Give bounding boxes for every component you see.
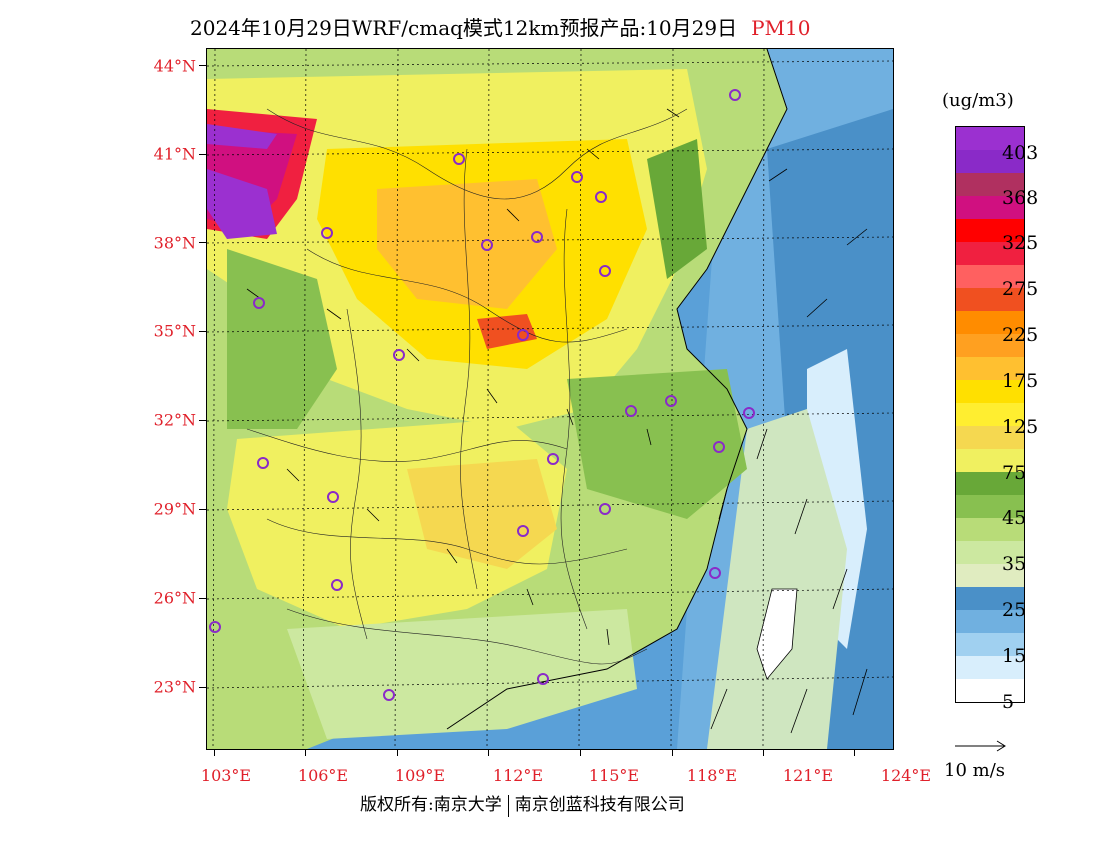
legend-swatch	[956, 173, 1024, 196]
legend-swatch	[956, 403, 1024, 426]
northeast-green	[647, 139, 707, 279]
lon-label-106: 106°E	[297, 766, 349, 785]
map-title: 2024年10月29日WRF/cmaq模式12km预报产品:10月29日 PM10	[190, 12, 810, 41]
lon-tick	[854, 749, 855, 756]
lat-tick	[199, 509, 206, 510]
legend-label: 175	[1002, 370, 1039, 392]
lon-tick	[763, 749, 764, 756]
wind-vectors	[246, 108, 868, 734]
lat-label-29: 29°N	[153, 499, 196, 519]
graticule	[207, 49, 893, 749]
city-markers	[209, 89, 755, 701]
lon-tick	[488, 749, 489, 756]
province-boundaries	[246, 108, 688, 665]
legend-label: 5	[1002, 691, 1015, 713]
legend-swatch	[956, 426, 1024, 449]
lat-label-41: 41°N	[153, 144, 196, 164]
map-canvas	[207, 49, 893, 749]
legend-swatch	[956, 587, 1024, 610]
lat-label-35: 35°N	[153, 321, 196, 341]
legend-unit: (ug/m3)	[942, 90, 1014, 111]
title-text: 2024年10月29日WRF/cmaq模式12km预报产品:10月29日	[190, 16, 738, 40]
footer-divider	[507, 794, 509, 817]
legend-label: 225	[1002, 324, 1039, 346]
legend-label: 125	[1002, 416, 1039, 438]
northwest-hotspot-purple	[207, 169, 277, 239]
lon-label-109: 109°E	[394, 766, 446, 785]
legend-swatch	[956, 311, 1024, 334]
taiwan-island	[756, 588, 798, 680]
legend-swatch	[956, 357, 1024, 380]
lon-label-118: 118°E	[686, 766, 738, 785]
lat-label-26: 26°N	[153, 588, 196, 608]
legend-swatch	[956, 564, 1024, 587]
lon-tick	[397, 749, 398, 756]
legend-swatch	[956, 219, 1024, 242]
copyright-footer: 版权所有:南京大学 南京创蓝科技有限公司	[360, 790, 685, 817]
legend-swatch	[956, 265, 1024, 288]
lat-tick	[199, 598, 206, 599]
lat-label-23: 23°N	[153, 677, 196, 697]
legend-label: 275	[1002, 278, 1039, 300]
legend-label: 15	[1002, 645, 1027, 667]
higher-pm-core	[377, 179, 557, 309]
legend-swatch	[956, 633, 1024, 656]
legend-swatch	[956, 472, 1024, 495]
lat-tick	[199, 687, 206, 688]
lat-tick	[199, 65, 206, 66]
lat-tick	[199, 420, 206, 421]
coastal-plume	[707, 409, 847, 749]
wind-vector-label: 10 m/s	[944, 760, 1005, 781]
lat-label-44: 44°N	[153, 56, 196, 76]
lat-label-32: 32°N	[153, 410, 196, 430]
legend-swatch	[956, 380, 1024, 403]
lat-label-38: 38°N	[153, 233, 196, 253]
copyright-text: 版权所有:南京大学	[360, 795, 502, 815]
legend-label: 35	[1002, 553, 1027, 575]
legend-swatch	[956, 679, 1024, 702]
legend-swatch	[956, 656, 1024, 679]
pollutant-label: PM10	[751, 16, 811, 40]
lat-tick	[199, 242, 206, 243]
legend-swatch	[956, 127, 1024, 150]
legend-swatch	[956, 541, 1024, 564]
lon-label-121: 121°E	[782, 766, 834, 785]
lon-tick	[305, 749, 306, 756]
lon-tick	[672, 749, 673, 756]
legend-swatch	[956, 334, 1024, 357]
lon-label-115: 115°E	[588, 766, 640, 785]
legend-swatch	[956, 518, 1024, 541]
legend-label: 45	[1002, 507, 1027, 529]
legend-label: 325	[1002, 232, 1039, 254]
central-yellow-core	[407, 459, 557, 569]
legend-swatch	[956, 150, 1024, 173]
lat-tick	[199, 154, 206, 155]
east-green	[567, 369, 747, 519]
lon-tick	[580, 749, 581, 756]
legend-swatch	[956, 495, 1024, 518]
lon-label-112: 112°E	[492, 766, 544, 785]
wind-vector-key	[955, 740, 1006, 752]
color-legend	[955, 126, 1025, 703]
pm10-map[interactable]	[206, 48, 894, 750]
lon-label-124: 124°E	[880, 766, 932, 785]
legend-swatch	[956, 242, 1024, 265]
legend-swatch	[956, 196, 1024, 219]
legend-label: 403	[1002, 142, 1039, 164]
legend-swatch	[956, 449, 1024, 472]
coastline	[446, 49, 788, 730]
legend-label: 25	[1002, 599, 1027, 621]
northwest-hotspot-purple-2	[207, 124, 277, 149]
lon-label-103: 103°E	[200, 766, 252, 785]
lat-tick	[199, 331, 206, 332]
south-green-light	[287, 609, 637, 739]
legend-swatch	[956, 288, 1024, 311]
legend-swatch	[956, 610, 1024, 633]
legend-label: 368	[1002, 187, 1039, 209]
legend-label: 75	[1002, 462, 1027, 484]
company-text: 南京创蓝科技有限公司	[514, 795, 685, 815]
lon-tick	[214, 749, 215, 756]
